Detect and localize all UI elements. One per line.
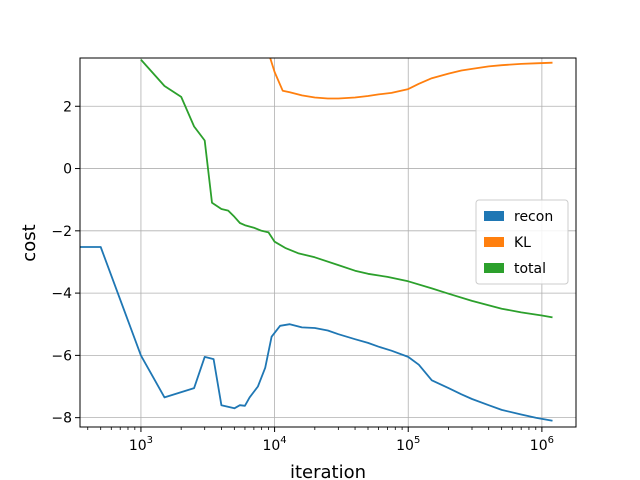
y-axis-ticks: 2 0 −2 −4 −6 −8 <box>51 99 80 427</box>
y-tick-label: −4 <box>51 286 72 302</box>
legend-label: KL <box>514 235 531 251</box>
legend: recon KL total <box>475 199 569 285</box>
y-tick-label: 0 <box>63 162 72 178</box>
x-tick-label: 103 <box>129 435 153 454</box>
legend-label: recon <box>514 209 553 225</box>
x-axis-label: iteration <box>290 462 366 480</box>
x-tick-label: 105 <box>396 435 420 454</box>
y-tick-label: −6 <box>51 348 72 364</box>
legend-swatch-recon <box>484 211 504 221</box>
series-line-recon <box>80 246 553 422</box>
x-tick-label: 106 <box>530 435 554 454</box>
x-axis-ticks: 103 104 105 106 <box>87 427 554 454</box>
x-tick-exponent: 5 <box>414 435 420 446</box>
legend-label: total <box>514 261 546 277</box>
y-axis-label: cost <box>19 224 40 261</box>
legend-swatch-kl <box>484 237 504 247</box>
x-tick-base: 10 <box>396 438 414 454</box>
series-layer <box>80 58 553 422</box>
series-line-total <box>140 59 553 319</box>
x-tick-exponent: 3 <box>147 435 153 446</box>
x-tick-exponent: 4 <box>280 435 286 446</box>
y-tick-label: −8 <box>51 411 72 427</box>
x-tick-label: 104 <box>262 435 286 454</box>
series-line-kl <box>269 58 553 100</box>
y-tick-label: 2 <box>63 99 72 115</box>
x-tick-base: 10 <box>129 438 147 454</box>
plot-frame <box>79 57 577 428</box>
x-tick-exponent: 6 <box>548 435 554 446</box>
x-tick-base: 10 <box>530 438 548 454</box>
y-tick-label: −2 <box>51 224 72 240</box>
legend-swatch-total <box>484 263 504 273</box>
x-tick-base: 10 <box>262 438 280 454</box>
